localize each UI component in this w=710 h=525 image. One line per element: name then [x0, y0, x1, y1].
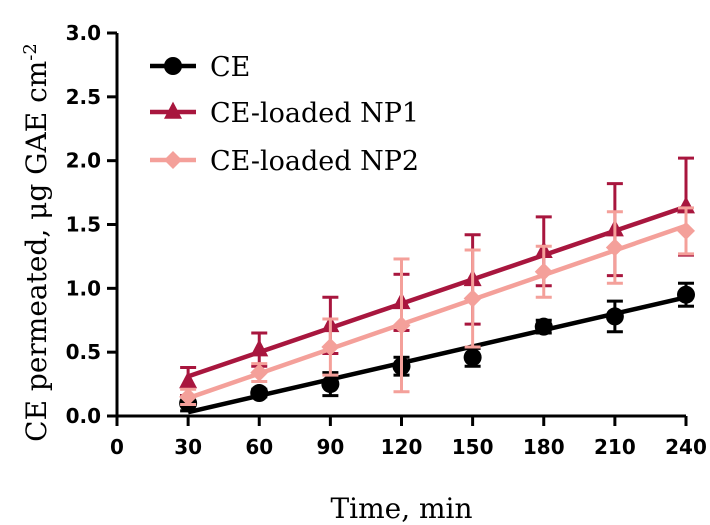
x-tick-label: 210: [594, 435, 636, 459]
x-tick-label: 120: [381, 435, 423, 459]
legend-item: CE-loaded NP2: [150, 146, 419, 177]
data-point: [463, 289, 482, 308]
data-point: [677, 221, 695, 240]
data-point: [605, 238, 624, 257]
y-axis-title: CE permeated, μg GAE cm-2: [20, 43, 54, 442]
data-point: [605, 307, 624, 326]
y-tick-label: 2.0: [66, 149, 101, 173]
data-point: [321, 375, 340, 394]
data-point: [179, 387, 198, 406]
data-point: [321, 338, 340, 357]
fit-line: [187, 295, 687, 415]
legend-item: CE-loaded NP1: [150, 98, 419, 129]
data-point: [164, 101, 182, 119]
y-axis-title-superscript: -2: [20, 43, 41, 61]
y-tick-label: 3.0: [66, 21, 101, 45]
x-tick-label: 30: [174, 435, 202, 459]
data-point: [463, 348, 482, 367]
x-axis-title: Time, min: [330, 492, 472, 525]
data-point: [179, 371, 198, 389]
x-tick-label: 0: [110, 435, 124, 459]
x-tick-label: 240: [665, 435, 707, 459]
x-tick-label: 180: [523, 435, 565, 459]
axes: 0 30 60 90 120 150 180 210 240 0.0 0.5 1.0 1.5 2.0 2.5…: [66, 21, 707, 459]
legend-item: CE: [150, 52, 250, 83]
y-axis-title-main: CE permeated, μg GAE cm: [20, 61, 53, 442]
legend-label: CE-loaded NP1: [210, 98, 419, 129]
data-point: [164, 57, 182, 75]
series-ce-loaded-np1: [179, 156, 695, 398]
data-point: [534, 262, 553, 281]
data-point: [250, 339, 269, 357]
series-ce-loaded-np2: [179, 206, 695, 407]
y-tick-label: 0.0: [66, 404, 101, 428]
y-tick-label: 1.5: [66, 213, 101, 237]
fit-line: [187, 223, 687, 401]
legend: CE CE-loaded NP1 CE-loaded NP2: [150, 52, 419, 177]
data-point: [392, 316, 411, 335]
y-tick-label: 1.0: [66, 276, 101, 300]
data-point: [534, 317, 553, 336]
data-point: [677, 285, 695, 304]
y-tick-label: 0.5: [66, 340, 101, 364]
x-tick-label: 150: [452, 435, 494, 459]
series-layer: [179, 156, 695, 415]
legend-label: CE: [210, 52, 250, 83]
x-tick-label: 60: [245, 435, 273, 459]
legend-label: CE-loaded NP2: [210, 146, 419, 177]
y-tick-label: 2.5: [66, 85, 101, 109]
data-point: [164, 151, 182, 169]
data-point: [250, 363, 269, 382]
x-tick-label: 90: [316, 435, 344, 459]
fit-line: [187, 204, 687, 379]
data-point: [250, 384, 269, 403]
